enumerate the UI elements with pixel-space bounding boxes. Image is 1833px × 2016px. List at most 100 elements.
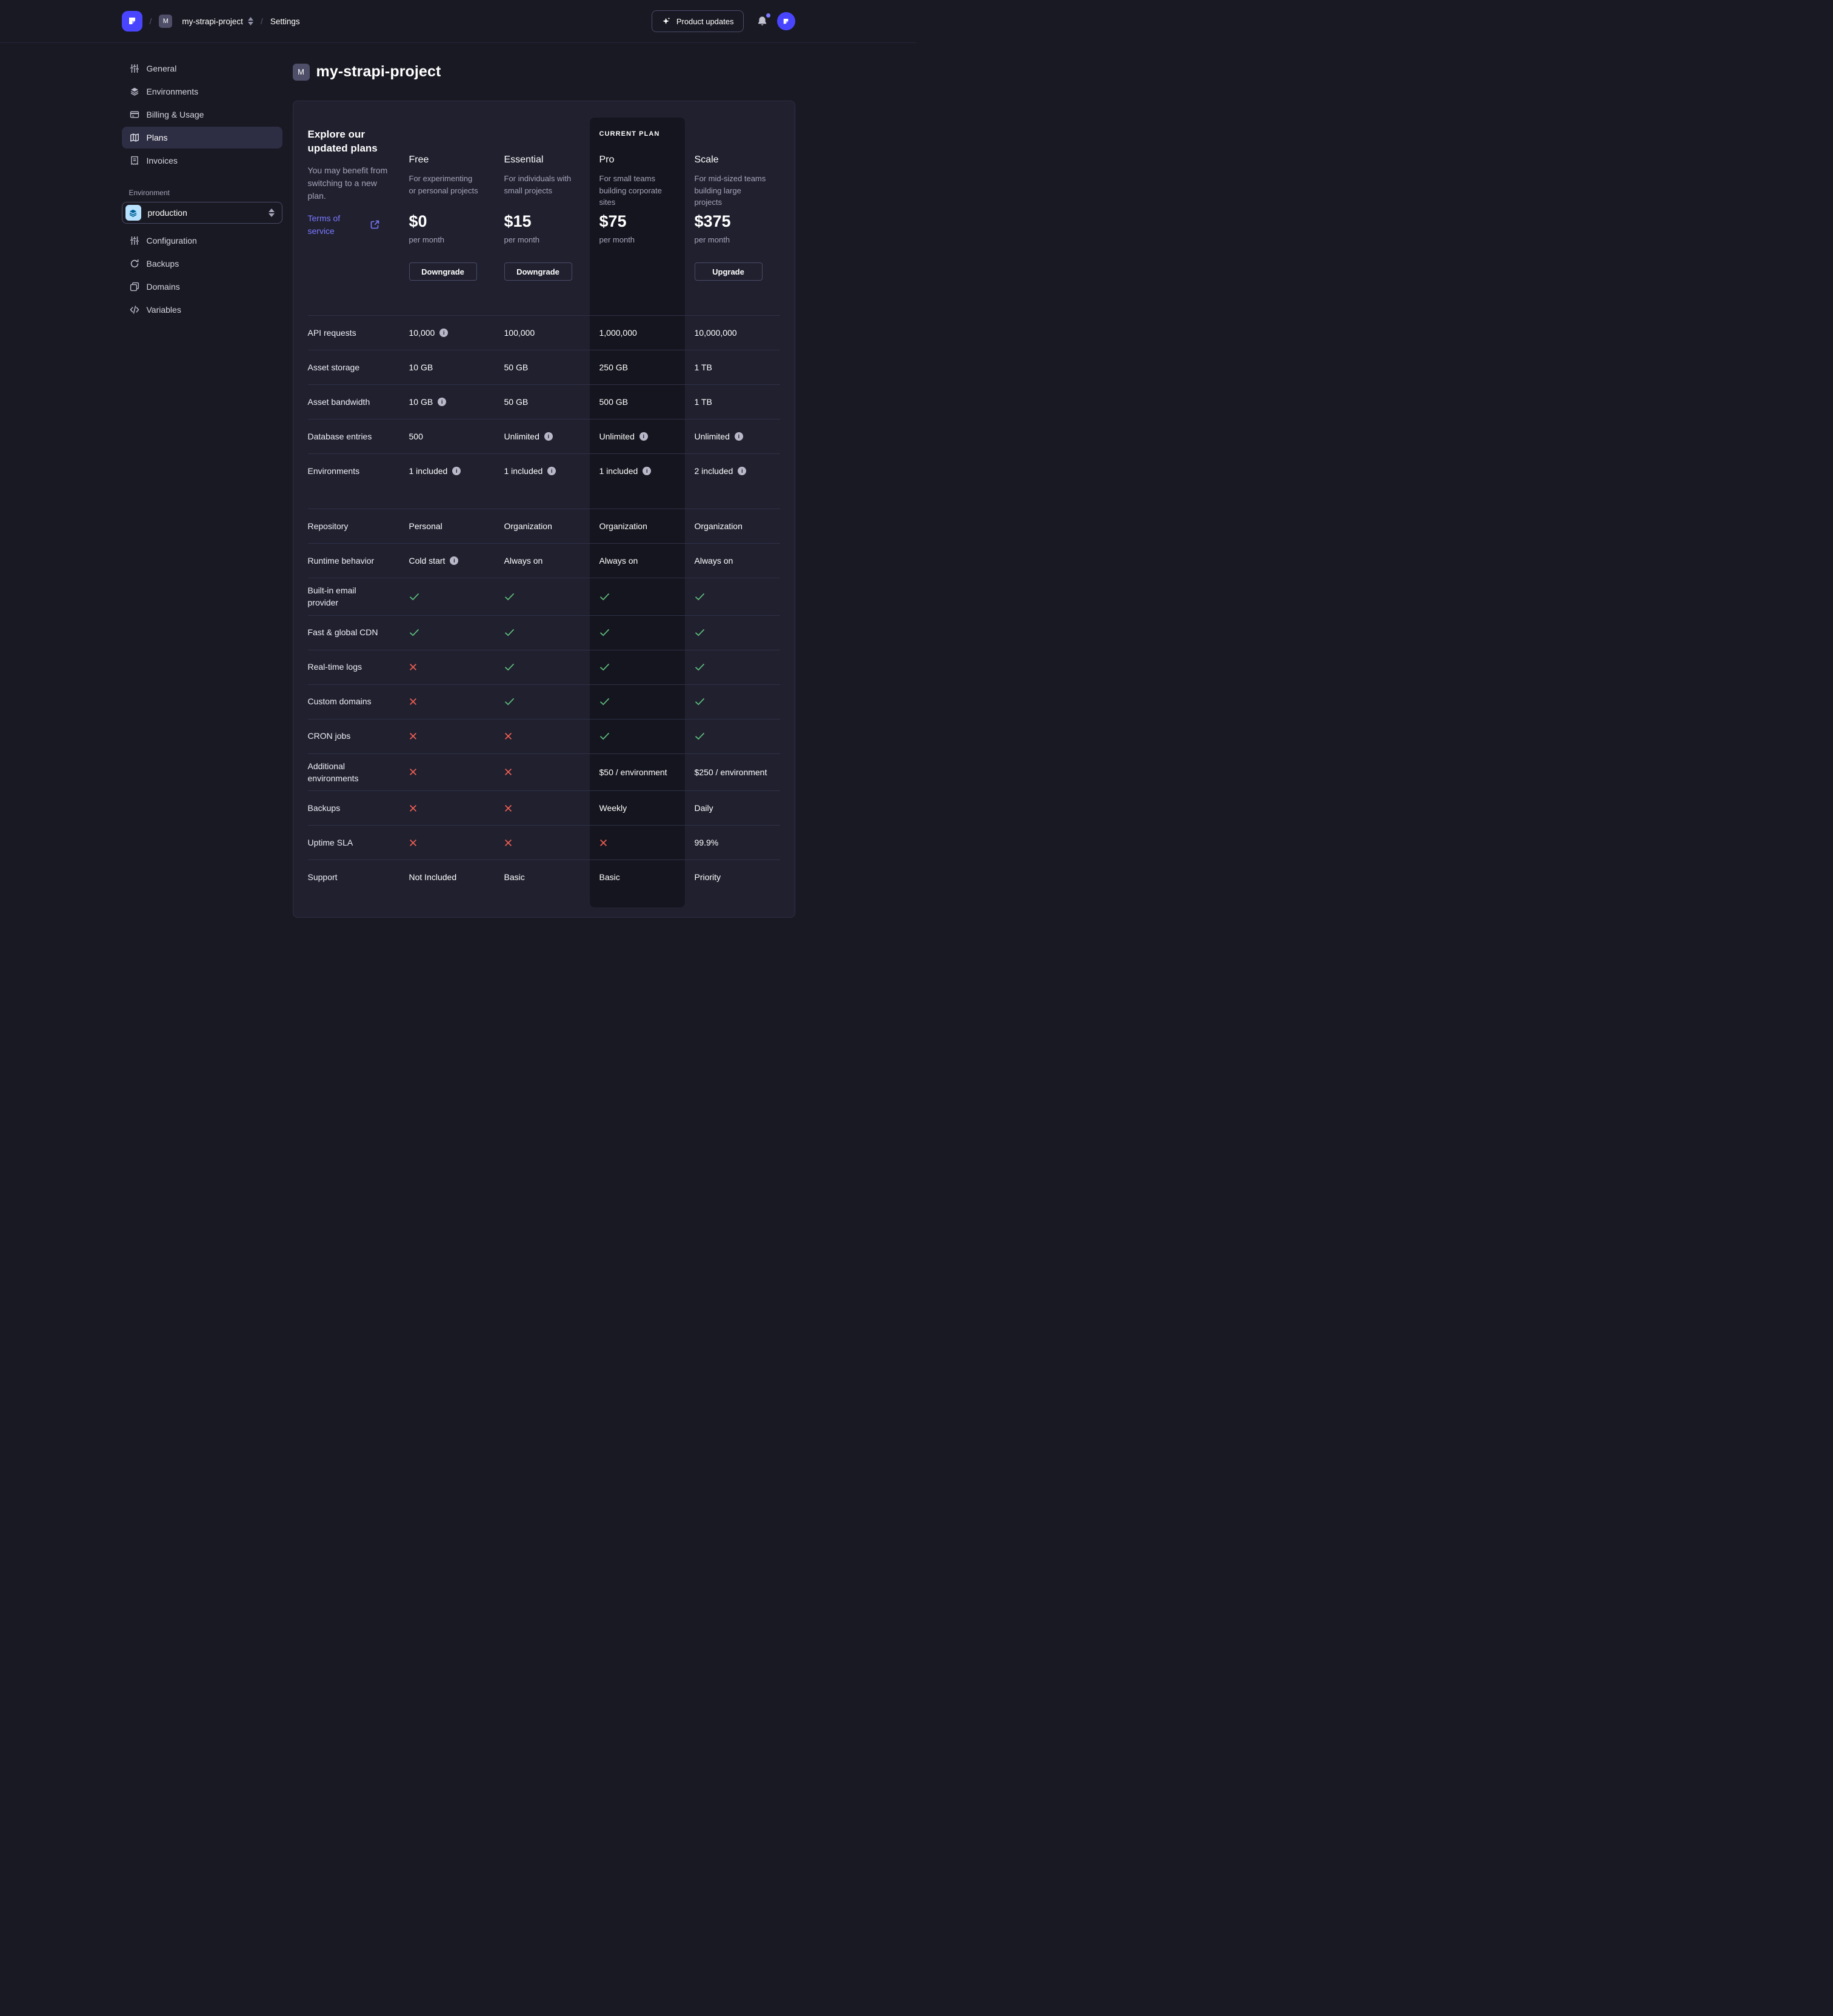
check-icon — [504, 663, 515, 671]
plan-period: per month — [599, 235, 635, 244]
sidebar-item-label: Domains — [146, 282, 180, 292]
row-label: Repository — [307, 521, 349, 531]
sidebar-item-label: General — [146, 64, 177, 73]
feature-cell — [590, 833, 685, 853]
row-label: Real-time logs — [307, 662, 362, 672]
cross-icon — [599, 839, 607, 847]
info-icon[interactable]: i — [439, 329, 449, 337]
feature-cell: 100,000 — [495, 322, 590, 344]
downgrade-button[interactable]: Downgrade — [504, 262, 572, 281]
info-icon[interactable]: i — [547, 467, 556, 475]
environment-chip-icon — [125, 205, 141, 221]
feature-cell: 1 included i — [590, 460, 685, 482]
project-switcher-icon[interactable] — [247, 17, 253, 25]
feature-cell: 1 TB — [685, 391, 780, 413]
plan-name: Pro — [599, 155, 615, 165]
plan-name: Essential — [504, 155, 544, 165]
info-icon[interactable]: i — [734, 432, 743, 441]
sidebar-item-backups[interactable]: Backups — [122, 253, 282, 275]
row-label: Runtime behavior — [307, 555, 375, 566]
info-icon[interactable]: i — [738, 467, 747, 475]
product-updates-label: Product updates — [676, 16, 734, 26]
check-icon — [695, 593, 705, 601]
table-row: Real-time logs — [307, 649, 780, 684]
info-icon[interactable]: i — [450, 556, 459, 565]
cross-icon — [409, 663, 417, 671]
sidebar-item-variables[interactable]: Variables — [122, 299, 282, 321]
breadcrumb-separator: / — [260, 16, 263, 26]
feature-cell: 250 GB — [590, 356, 685, 378]
feature-cell: 50 GB — [495, 356, 590, 378]
check-icon — [504, 593, 515, 601]
sidebar-item-environments[interactable]: Environments — [122, 81, 282, 102]
feature-value: Unlimited — [599, 432, 635, 441]
feature-cell: 10,000,000 — [685, 322, 780, 344]
cross-icon — [504, 804, 512, 812]
sidebar-item-general[interactable]: General — [122, 58, 282, 79]
intro-heading: Explore our updated plans — [307, 129, 378, 154]
feature-value: 1 included — [599, 466, 638, 476]
check-icon — [695, 663, 705, 671]
feature-value: Daily — [694, 803, 713, 813]
upgrade-button[interactable]: Upgrade — [694, 262, 763, 281]
feature-value: Personal — [409, 521, 442, 531]
feature-value: 500 — [409, 432, 423, 441]
feature-cell — [495, 692, 590, 712]
info-icon[interactable]: i — [438, 398, 447, 406]
feature-cell: 50 GB — [495, 391, 590, 413]
downgrade-button[interactable]: Downgrade — [409, 262, 477, 281]
plan-name: Scale — [694, 155, 719, 165]
sidebar-item-configuration[interactable]: Configuration — [122, 230, 282, 252]
breadcrumb-project[interactable]: M my-strapi-project — [159, 15, 253, 28]
info-icon[interactable]: i — [544, 432, 553, 441]
feature-cell: Always on — [685, 550, 780, 572]
product-updates-button[interactable]: Product updates — [651, 10, 744, 32]
check-icon — [409, 593, 419, 601]
feature-cell: Cold start i — [399, 550, 495, 572]
check-icon — [599, 593, 610, 601]
plan-column-free: Free For experimenting or personal projec… — [399, 101, 495, 315]
user-avatar[interactable] — [776, 12, 795, 30]
feature-cell — [685, 692, 780, 712]
info-icon[interactable]: i — [639, 432, 648, 441]
strapi-logo[interactable] — [121, 11, 142, 32]
feature-value: Organization — [504, 521, 552, 531]
environment-select[interactable]: production — [121, 202, 282, 224]
breadcrumb-settings[interactable]: Settings — [270, 16, 300, 26]
spacer-row — [308, 488, 780, 509]
feature-cell: 2 included i — [685, 460, 780, 482]
feature-cell: Basic — [495, 866, 590, 888]
feature-cell: Organization — [495, 515, 590, 537]
sidebar-item-billing-usage[interactable]: Billing & Usage — [122, 104, 282, 125]
feature-cell: 500 GB — [590, 391, 685, 413]
sidebar-item-label: Plans — [146, 133, 168, 142]
info-icon[interactable]: i — [643, 467, 652, 475]
feature-cell: Always on — [495, 550, 590, 572]
feature-cell — [685, 587, 780, 607]
plan-price: $75 — [599, 212, 627, 230]
environment-section-label: Environment — [129, 189, 170, 197]
check-icon — [599, 698, 610, 706]
feature-cell — [399, 833, 495, 853]
feature-cell — [399, 587, 495, 607]
check-icon — [695, 732, 705, 740]
info-icon[interactable]: i — [452, 467, 461, 475]
page-title: my-strapi-project — [316, 63, 441, 80]
sidebar-item-plans[interactable]: Plans — [121, 127, 282, 149]
feature-cell — [399, 622, 495, 643]
feature-value: 10,000,000 — [694, 328, 737, 338]
plan-description: For experimenting or personal projects — [409, 174, 478, 195]
row-label: CRON jobs — [307, 731, 351, 741]
plan-price: $0 — [409, 212, 427, 230]
notifications-bell[interactable] — [757, 13, 770, 27]
sidebar-item-domains[interactable]: Domains — [122, 276, 282, 298]
feature-cell — [399, 798, 495, 818]
terms-of-service-link[interactable]: Terms of service — [307, 213, 341, 236]
feature-value: Unlimited — [694, 432, 730, 441]
sidebar-item-label: Environments — [146, 87, 199, 96]
check-icon — [599, 732, 610, 740]
sidebar: General Environments Billing & Usage Plans I… — [121, 43, 282, 322]
sidebar-item-invoices[interactable]: Invoices — [122, 150, 282, 172]
feature-cell: 10 GB — [399, 356, 495, 378]
sidebar-item-label: Backups — [146, 259, 179, 269]
